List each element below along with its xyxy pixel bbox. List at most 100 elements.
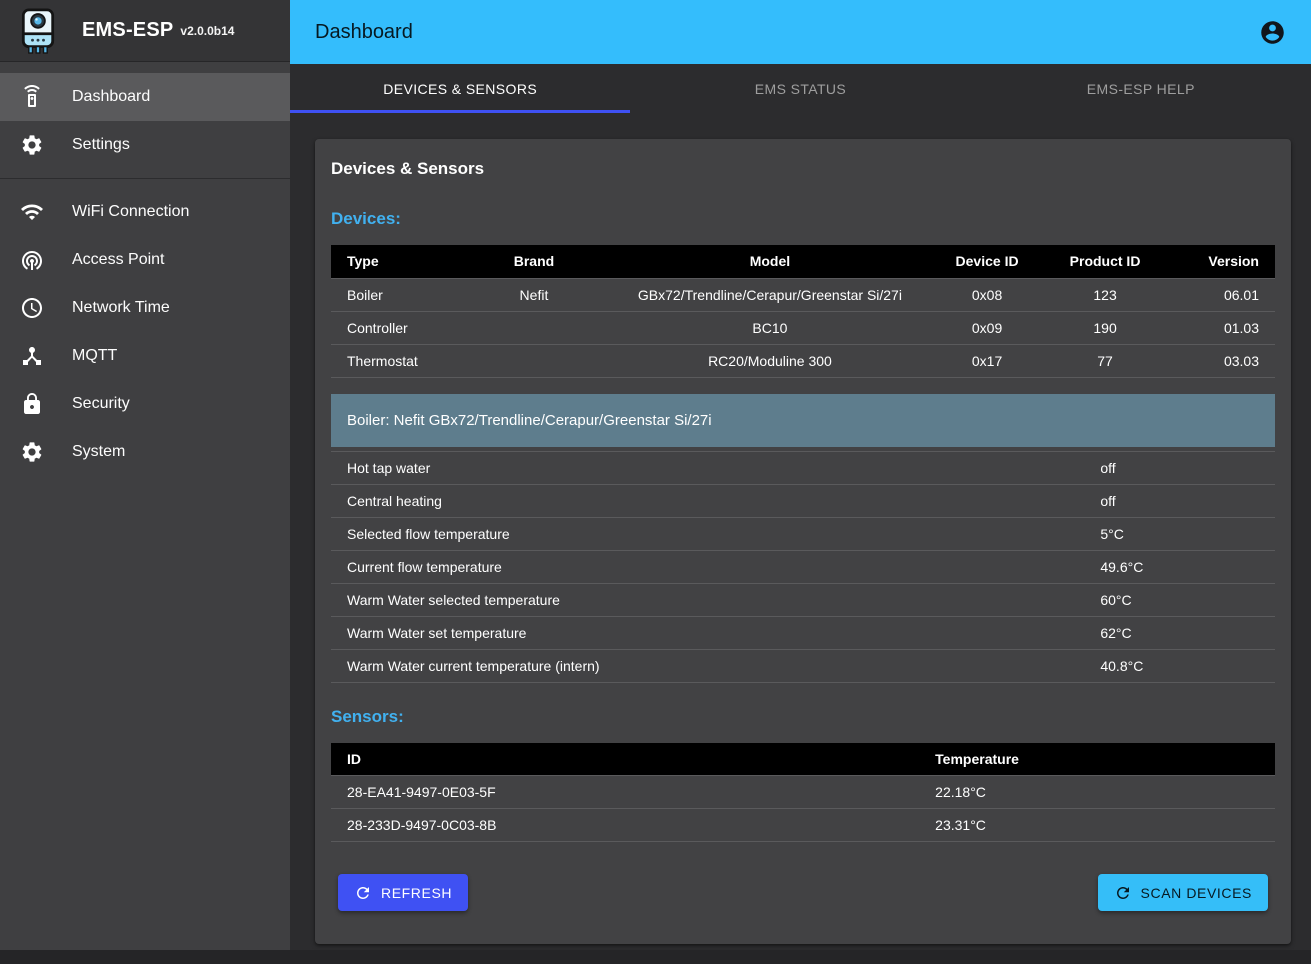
scan-devices-button-label: SCAN DEVICES xyxy=(1140,884,1252,901)
boiler-value-row: Current flow temperature 49.6°C xyxy=(331,550,1275,584)
boiler-value-row: Central heating off xyxy=(331,484,1275,518)
gear-icon xyxy=(20,440,44,464)
device-cell: 01.03 xyxy=(1161,311,1275,345)
boiler-value: off xyxy=(1100,450,1275,485)
sidebar-item-label: Dashboard xyxy=(72,88,151,105)
sidebar-header: EMS-ESP v2.0.0b14 xyxy=(0,0,290,62)
sidebar-item-access-point[interactable]: Access Point xyxy=(0,236,290,284)
page-title: Dashboard xyxy=(315,20,413,43)
account-circle-icon[interactable] xyxy=(1259,19,1286,46)
tab-ems-esp-help[interactable]: EMS-ESP HELP xyxy=(1086,80,1195,97)
device-cell: 0x17 xyxy=(925,344,1049,378)
app-title: EMS-ESP xyxy=(82,19,174,41)
boiler-value-label: Hot tap water xyxy=(331,450,1101,485)
device-cell xyxy=(453,311,615,345)
boiler-value-label: Warm Water set temperature xyxy=(331,616,1101,650)
device-cell: 0x09 xyxy=(925,311,1049,345)
devices-col-header: Type xyxy=(347,253,379,270)
sensors-table-header-row: ID Temperature xyxy=(331,742,1275,776)
refresh-button[interactable]: REFRESH xyxy=(338,874,469,911)
sidebar-item-security[interactable]: Security xyxy=(0,380,290,428)
devices-col-header: Product ID xyxy=(1069,253,1141,270)
device-row: Boiler Nefit GBx72/Trendline/Cerapur/Green… xyxy=(331,277,1275,312)
appbar: Dashboard xyxy=(290,0,1311,64)
sensor-temperature: 23.31°C xyxy=(935,808,1275,842)
devices-table: Type Brand Model Device ID Product ID Version… xyxy=(331,245,1275,378)
boiler-value-label: Selected flow temperature xyxy=(331,517,1101,551)
boiler-value: 60°C xyxy=(1100,583,1275,617)
boiler-logo-icon xyxy=(21,8,55,54)
sidebar-item-mqtt[interactable]: MQTT xyxy=(0,332,290,380)
scan-devices-button[interactable]: SCAN DEVICES xyxy=(1097,874,1268,911)
sidebar-item-label: Access Point xyxy=(72,251,165,268)
sidebar: EMS-ESP v2.0.0b14 Dashboard Settings WiFi … xyxy=(0,0,290,950)
sensors-col-header: ID xyxy=(347,750,361,767)
boiler-value-row: Warm Water set temperature 62°C xyxy=(331,616,1275,650)
boiler-value-label: Current flow temperature xyxy=(331,550,1101,584)
boiler-value-row: Selected flow temperature 5°C xyxy=(331,517,1275,551)
boiler-value-row: Warm Water current temperature (intern) 4… xyxy=(331,649,1275,683)
boiler-value-label: Warm Water selected temperature xyxy=(331,583,1101,617)
sidebar-item-label: Settings xyxy=(72,136,130,153)
sensors-table: ID Temperature 28-EA41-9497-0E03-5F 22.18°… xyxy=(331,742,1275,842)
boiler-values-table: Hot tap water off Central heating off Select… xyxy=(331,450,1275,683)
device-row: Thermostat RC20/Moduline 300 0x17 77 03.03 xyxy=(331,344,1275,378)
sidebar-item-wifi-connection[interactable]: WiFi Connection xyxy=(0,188,290,236)
sensor-row: 28-EA41-9497-0E03-5F 22.18°C xyxy=(331,775,1275,809)
devices-col-header: Brand xyxy=(513,253,555,270)
boiler-value: 62°C xyxy=(1100,616,1275,650)
devices-table-header-row: Type Brand Model Device ID Product ID Version xyxy=(331,245,1275,278)
devices-col-header: Version xyxy=(1208,253,1259,270)
refresh-icon xyxy=(357,886,369,899)
button-row: REFRESH SCAN DEVICES xyxy=(331,874,1275,911)
boiler-value: off xyxy=(1100,484,1275,518)
card-title: Devices & Sensors xyxy=(331,159,485,178)
sidebar-item-label: System xyxy=(72,443,126,460)
sidebar-item-system[interactable]: System xyxy=(0,428,290,476)
sensor-id: 28-233D-9497-0C03-8B xyxy=(331,808,936,842)
sensor-temperature: 22.18°C xyxy=(935,775,1275,809)
device-cell: 77 xyxy=(1048,344,1162,378)
device-hub-icon xyxy=(20,344,44,368)
wifi-tethering-icon xyxy=(20,248,44,272)
devices-col-header: Device ID xyxy=(955,253,1019,270)
device-cell: 03.03 xyxy=(1161,344,1275,378)
device-cell: Thermostat xyxy=(331,344,454,378)
boiler-value-row: Hot tap water off xyxy=(331,450,1275,485)
sidebar-item-label: WiFi Connection xyxy=(72,203,190,220)
devices-col-header: Model xyxy=(749,253,791,270)
device-cell: Controller xyxy=(331,311,454,345)
sidebar-item-settings[interactable]: Settings xyxy=(0,121,290,169)
sidebar-item-label: Security xyxy=(72,395,130,412)
device-cell: Boiler xyxy=(331,277,454,312)
boiler-section-header: Boiler: Nefit GBx72/Trendline/Cerapur/Gr… xyxy=(331,393,1275,447)
refresh-button-label: REFRESH xyxy=(381,884,453,901)
settings-remote-icon xyxy=(20,85,44,109)
wifi-icon xyxy=(20,200,44,224)
sidebar-item-label: MQTT xyxy=(72,347,118,364)
boiler-value-row: Warm Water selected temperature 60°C xyxy=(331,583,1275,617)
tab-bar: DEVICES & SENSORS EMS STATUS EMS-ESP HELP xyxy=(290,64,1311,113)
boiler-value: 49.6°C xyxy=(1100,550,1275,584)
devices-section-heading: Devices: xyxy=(331,209,401,228)
device-cell: 190 xyxy=(1048,311,1162,345)
boiler-value-label: Central heating xyxy=(331,484,1101,518)
device-cell: Nefit xyxy=(453,277,615,312)
sensors-col-header: Temperature xyxy=(935,750,1019,767)
device-cell xyxy=(453,344,615,378)
device-cell: BC10 xyxy=(614,311,926,345)
sidebar-divider xyxy=(0,178,290,179)
sidebar-item-label: Network Time xyxy=(72,299,170,316)
boiler-value-label: Warm Water current temperature (intern) xyxy=(331,649,1101,683)
device-cell: 0x08 xyxy=(925,277,1049,312)
sidebar-item-network-time[interactable]: Network Time xyxy=(0,284,290,332)
tab-devices-sensors[interactable]: DEVICES & SENSORS xyxy=(290,64,631,113)
refresh-icon xyxy=(1116,886,1129,899)
tab-ems-status[interactable]: EMS STATUS xyxy=(754,80,847,97)
device-cell: GBx72/Trendline/Cerapur/Greenstar Si/27i xyxy=(614,277,926,312)
clock-icon xyxy=(20,296,44,320)
sidebar-item-dashboard[interactable]: Dashboard xyxy=(0,73,290,121)
boiler-value: 5°C xyxy=(1100,517,1275,551)
device-cell: 06.01 xyxy=(1161,277,1275,312)
